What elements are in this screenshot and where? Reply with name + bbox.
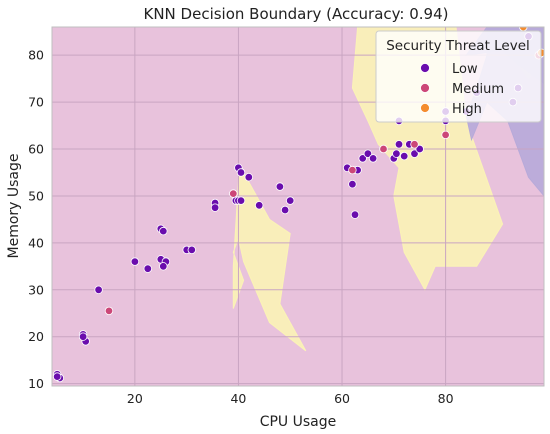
y-tick-label: 70 bbox=[28, 95, 44, 110]
x-tick-label: 40 bbox=[230, 391, 246, 406]
point-medium bbox=[229, 189, 238, 198]
point-low bbox=[143, 264, 152, 273]
point-low bbox=[415, 144, 424, 154]
point-low bbox=[130, 257, 140, 266]
y-tick-label: 10 bbox=[28, 376, 44, 391]
legend-label-medium: Medium bbox=[452, 82, 504, 97]
point-low bbox=[53, 372, 62, 381]
point-low bbox=[392, 149, 401, 158]
point-low bbox=[94, 285, 103, 294]
plot-frame bbox=[51, 26, 545, 387]
point-low bbox=[255, 201, 264, 210]
legend-marker-high bbox=[420, 103, 430, 113]
point-low bbox=[363, 149, 373, 158]
y-tick-label: 80 bbox=[28, 48, 44, 63]
point-low bbox=[400, 151, 409, 161]
point-low bbox=[275, 182, 285, 191]
point-low bbox=[187, 245, 196, 255]
point-medium bbox=[104, 306, 114, 316]
y-tick-label: 50 bbox=[28, 188, 44, 203]
point-low bbox=[244, 172, 253, 182]
point-low bbox=[286, 196, 295, 205]
x-tick-labels: 20 40 60 80 bbox=[127, 391, 454, 406]
y-tick-label: 40 bbox=[28, 235, 44, 250]
point-low bbox=[410, 149, 419, 158]
legend: Security Threat Level Low Medium High bbox=[375, 30, 542, 123]
point-low bbox=[358, 154, 367, 163]
point-low bbox=[159, 226, 168, 236]
point-low bbox=[368, 154, 378, 163]
point-low bbox=[159, 262, 168, 271]
decision-region-medium bbox=[232, 162, 307, 352]
y-axis-label: Memory Usage bbox=[6, 153, 22, 258]
x-tick-label: 20 bbox=[127, 391, 143, 406]
point-medium bbox=[379, 144, 388, 154]
legend-box bbox=[375, 30, 542, 123]
y-tick-label: 30 bbox=[28, 282, 44, 297]
point-medium bbox=[348, 165, 357, 175]
y-tick-labels: 10 20 30 40 50 60 70 80 bbox=[28, 48, 44, 391]
point-medium bbox=[441, 130, 450, 140]
x-tick-label: 80 bbox=[438, 391, 454, 406]
point-low bbox=[210, 203, 220, 212]
point-low bbox=[394, 140, 404, 149]
point-low bbox=[350, 210, 360, 219]
y-tick-label: 60 bbox=[28, 142, 44, 157]
point-low bbox=[78, 332, 88, 341]
x-tick-label: 60 bbox=[334, 391, 350, 406]
point-low bbox=[280, 205, 290, 215]
point-low bbox=[236, 196, 246, 205]
chart-title: KNN Decision Boundary (Accuracy: 0.94) bbox=[144, 5, 449, 23]
point-low bbox=[348, 179, 357, 189]
y-tick-label: 20 bbox=[28, 329, 44, 344]
x-axis-label: CPU Usage bbox=[260, 414, 337, 430]
legend-title: Security Threat Level bbox=[386, 38, 530, 54]
point-low bbox=[236, 168, 246, 177]
legend-marker-medium bbox=[420, 83, 430, 93]
legend-marker-low bbox=[420, 63, 430, 73]
legend-label-high: High bbox=[452, 102, 482, 117]
legend-label-low: Low bbox=[452, 62, 478, 77]
point-medium bbox=[410, 140, 419, 149]
grid-lines bbox=[52, 27, 544, 386]
